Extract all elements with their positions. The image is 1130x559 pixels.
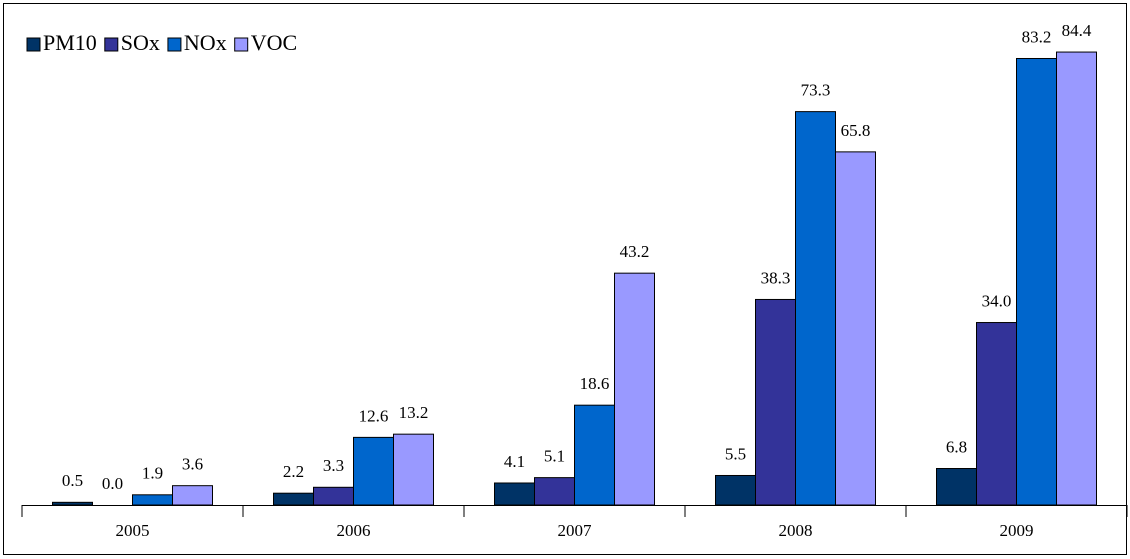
bar (313, 486, 354, 506)
bar (1016, 57, 1057, 506)
data-label: 0.0 (102, 474, 123, 493)
data-label: 84.4 (1062, 21, 1092, 40)
data-label: 5.5 (725, 444, 746, 463)
data-label: 73.3 (801, 81, 831, 100)
bar (936, 468, 977, 506)
bar (1056, 51, 1097, 506)
data-label: 5.1 (544, 447, 565, 466)
bar (273, 492, 314, 506)
data-label: 18.6 (580, 374, 610, 393)
bar (614, 272, 655, 506)
legend-label: NOx (184, 30, 227, 55)
bar (353, 436, 394, 506)
data-label: 3.3 (323, 456, 344, 475)
bar (976, 322, 1017, 506)
data-label: 83.2 (1022, 27, 1052, 46)
x-tick-label: 2009 (1000, 521, 1034, 540)
chart-frame (3, 3, 1127, 555)
bar (52, 501, 93, 506)
bar (393, 433, 434, 506)
data-label: 0.5 (62, 471, 83, 490)
data-label: 6.8 (946, 437, 967, 456)
bar (494, 482, 535, 506)
bar (835, 151, 876, 506)
data-label: 43.2 (620, 242, 650, 261)
data-label: 12.6 (359, 406, 389, 425)
legend-label: SOx (121, 30, 160, 55)
data-label: 38.3 (761, 268, 791, 287)
bar (534, 477, 575, 506)
legend-label: VOC (251, 30, 297, 55)
bar (172, 485, 213, 506)
data-label: 13.2 (399, 403, 429, 422)
legend-swatch (234, 37, 249, 52)
legend-swatch (167, 37, 182, 52)
data-label: 34.0 (982, 291, 1012, 310)
legend-label: PM10 (43, 30, 97, 55)
bar (574, 404, 615, 506)
bar (715, 474, 756, 506)
data-label: 4.1 (504, 452, 525, 471)
data-label: 3.6 (182, 455, 203, 474)
x-tick-label: 2008 (779, 521, 813, 540)
x-tick-label: 2005 (116, 521, 150, 540)
data-label: 2.2 (283, 462, 304, 481)
bar (795, 111, 836, 506)
bar (755, 298, 796, 506)
x-tick-label: 2007 (558, 521, 593, 540)
legend-swatch (26, 37, 41, 52)
data-label: 1.9 (142, 464, 163, 483)
legend-swatch (104, 37, 119, 52)
bar (132, 494, 173, 506)
data-label: 65.8 (841, 121, 871, 140)
x-tick-label: 2006 (337, 521, 371, 540)
